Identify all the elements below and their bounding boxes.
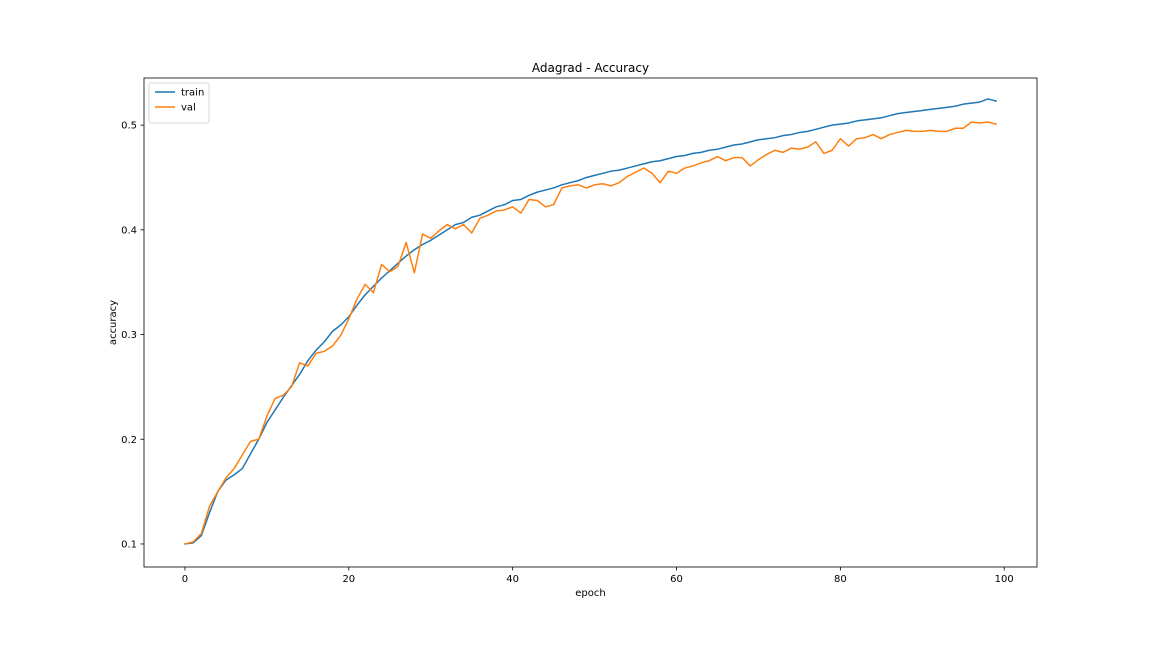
x-tick-label: 0	[182, 574, 188, 585]
x-tick-label: 60	[670, 574, 683, 585]
y-tick-label: 0.2	[121, 435, 137, 446]
x-tick-label: 100	[995, 574, 1014, 585]
legend-box	[148, 82, 210, 124]
plot-frame	[143, 77, 1038, 568]
x-tick-label: 20	[342, 574, 355, 585]
x-tick-label: 40	[506, 574, 519, 585]
legend: train val	[148, 82, 210, 124]
series-line-train	[184, 98, 997, 545]
x-tick-label: 80	[834, 574, 847, 585]
series-line-val	[184, 121, 997, 545]
y-tick-label: 0.3	[121, 330, 137, 341]
y-tick-label: 0.1	[121, 539, 137, 550]
legend-label-train: train	[181, 88, 204, 99]
x-axis-title: epoch	[575, 588, 605, 599]
y-axis-title: accuracy	[108, 300, 119, 345]
plot-area	[184, 98, 997, 545]
y-tick-label: 0.4	[121, 225, 137, 236]
chart-title: Adagrad - Accuracy	[532, 61, 649, 75]
y-tick-label: 0.5	[121, 121, 137, 132]
legend-label-val: val	[181, 103, 196, 114]
axes: 0 20 40 60 80 100 0.1 0.2 0.3 0.4 0.5	[121, 77, 1038, 585]
